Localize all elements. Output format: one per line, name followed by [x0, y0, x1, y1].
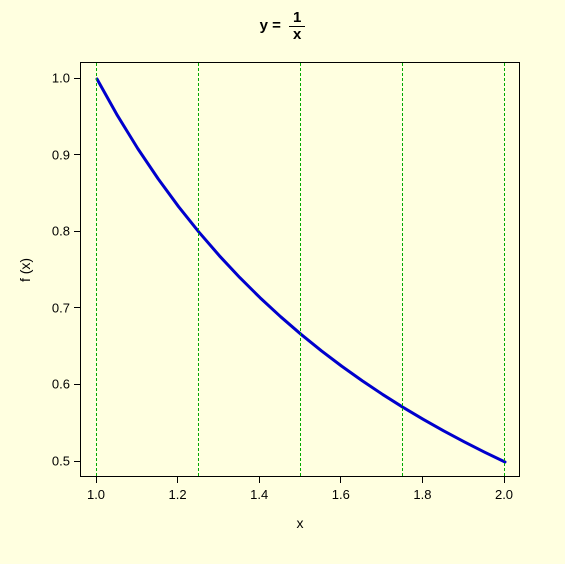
x-tick: [340, 477, 341, 483]
title-denominator: x: [289, 27, 305, 43]
title-prefix: y =: [260, 17, 281, 34]
y-tick: [74, 154, 80, 155]
y-tick-label: 0.8: [48, 224, 70, 239]
y-axis-label: f (x): [17, 257, 33, 281]
x-tick-label: 1.6: [332, 487, 350, 502]
plot-area: [80, 62, 520, 477]
x-tick: [504, 477, 505, 483]
x-tick-label: 2.0: [495, 487, 513, 502]
x-tick: [422, 477, 423, 483]
vline: [300, 63, 301, 476]
y-tick-label: 0.5: [48, 454, 70, 469]
y-tick-label: 0.9: [48, 147, 70, 162]
x-axis-label: x: [297, 515, 304, 531]
x-tick-label: 1.0: [87, 487, 105, 502]
y-tick: [74, 307, 80, 308]
vline: [198, 63, 199, 476]
x-tick-label: 1.8: [413, 487, 431, 502]
y-tick-label: 0.7: [48, 300, 70, 315]
title-numerator: 1: [289, 10, 305, 27]
y-tick-label: 1.0: [48, 71, 70, 86]
chart-container: y = 1 x x f (x) 1.0 1.2 1.4 1.6 1.8 2.0 0.5 0.6…: [0, 0, 565, 564]
y-tick: [74, 78, 80, 79]
x-tick: [96, 477, 97, 483]
y-tick: [74, 384, 80, 385]
vline: [96, 63, 97, 476]
x-tick-label: 1.2: [169, 487, 187, 502]
title-fraction: 1 x: [289, 10, 305, 43]
vline: [402, 63, 403, 476]
x-tick: [259, 477, 260, 483]
x-tick-label: 1.4: [250, 487, 268, 502]
y-tick-label: 0.6: [48, 377, 70, 392]
y-tick: [74, 461, 80, 462]
y-tick: [74, 231, 80, 232]
vline: [504, 63, 505, 476]
chart-title: y = 1 x: [0, 10, 565, 43]
x-tick: [177, 477, 178, 483]
